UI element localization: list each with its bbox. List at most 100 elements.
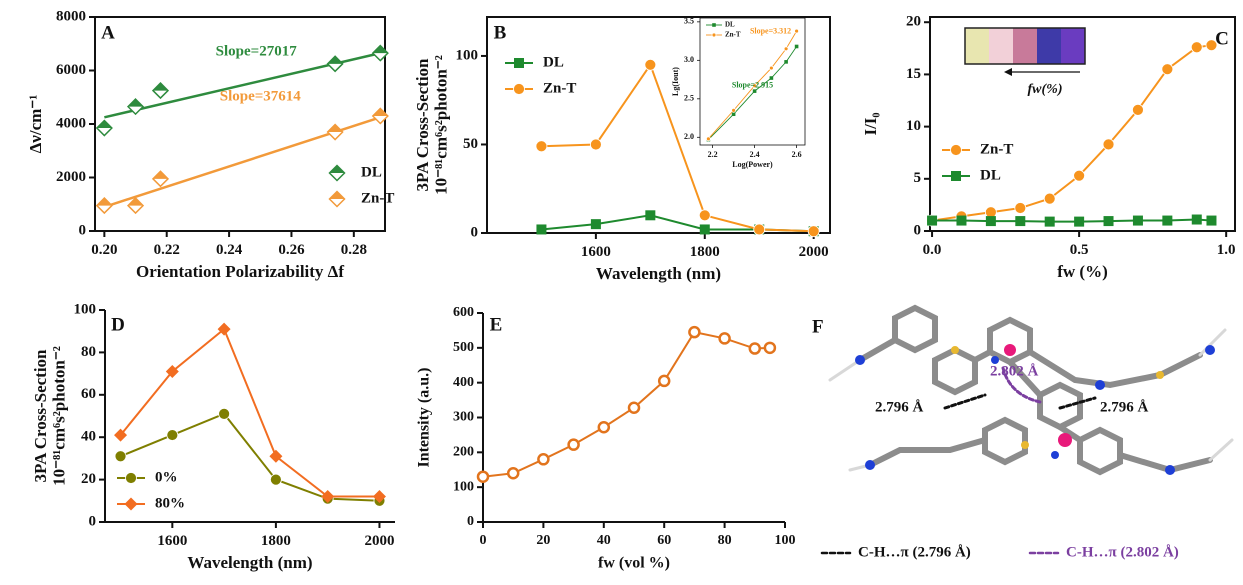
y-axis-title: Lg(Iout) xyxy=(671,67,680,96)
x-tick-label: 40 xyxy=(597,533,611,548)
legend-label: Zn-T xyxy=(725,31,741,39)
marker xyxy=(1044,216,1055,227)
panel: 1600 1800 2000 0 20 40 60 80 100 Wavelength (nm) 3… xyxy=(31,301,395,572)
marker xyxy=(783,46,789,52)
marker-fill xyxy=(128,99,144,107)
y-tick-label: 0 xyxy=(914,222,922,238)
x-axis-title: fw (%) xyxy=(1057,262,1108,281)
marker xyxy=(537,453,550,466)
y-tick-label: 6000 xyxy=(56,62,86,78)
distance-label: 2.802 Å xyxy=(990,363,1039,379)
marker-fill xyxy=(128,198,144,206)
marker-fill xyxy=(96,120,112,129)
x-axis-title: Wavelength (nm) xyxy=(187,553,312,572)
x-tick-label: 20 xyxy=(536,533,550,548)
marker xyxy=(151,82,170,100)
marker-fill xyxy=(327,124,343,133)
panel-label: F xyxy=(812,316,824,337)
y-tick-label: 40 xyxy=(81,429,96,445)
marker xyxy=(927,215,938,226)
distance-label: 2.796 Å xyxy=(875,399,924,415)
marker xyxy=(1190,41,1203,54)
y-tick-label: 15 xyxy=(906,66,921,82)
x-tick-label: 80 xyxy=(718,533,732,548)
x-tick-label: 0 xyxy=(480,533,487,548)
y-axis-title: 3PA Cross-Section xyxy=(31,349,50,483)
photo-caption: fw(%) xyxy=(1028,82,1063,97)
legend-label: Zn-T xyxy=(361,190,394,206)
x-tick-label: 2000 xyxy=(364,533,394,549)
marker xyxy=(1103,216,1114,227)
x-tick-label: 0.26 xyxy=(278,242,305,258)
panel-label: A xyxy=(101,22,115,43)
series-line xyxy=(119,327,380,498)
panel: 0.20 0.22 0.24 0.26 0.28 0 2000 4000 6000 8000 Ori… xyxy=(26,8,394,280)
marker xyxy=(1161,63,1174,76)
y-tick-label: 2.0 xyxy=(684,132,694,141)
panel: 1600 1800 2000 0 50 100 Wavelength (nm) 3PA Cro… xyxy=(413,16,831,283)
marker-fill xyxy=(152,171,168,179)
marker xyxy=(1132,215,1143,226)
marker xyxy=(706,136,711,142)
marker xyxy=(126,197,145,215)
y-axis-title: Δν/cm⁻¹ xyxy=(26,95,45,154)
marker xyxy=(567,438,580,451)
panel-label: B xyxy=(494,22,507,43)
marker xyxy=(535,140,548,153)
legend-marker xyxy=(712,23,716,27)
legend-label: DL xyxy=(543,54,564,70)
y-tick-label: 60 xyxy=(81,386,96,402)
legend-marker xyxy=(125,472,137,484)
marker xyxy=(731,107,736,113)
marker xyxy=(718,332,731,345)
marker-fill xyxy=(372,45,388,54)
y-tick-label: 400 xyxy=(453,375,474,390)
marker xyxy=(752,89,757,93)
x-tick-label: 60 xyxy=(657,533,671,548)
series-line xyxy=(708,30,797,140)
marker xyxy=(657,374,671,388)
legend-label: Zn-T xyxy=(980,141,1013,157)
x-tick-label: 1800 xyxy=(261,533,291,549)
panel: 0 20 40 60 80 100 0 100 200 300 400 500 600 fw (vol %… xyxy=(416,305,796,571)
marker xyxy=(269,449,283,463)
marker xyxy=(371,44,389,62)
marker xyxy=(165,364,179,378)
legend-label: C-H…π (2.796 Å) xyxy=(858,544,971,560)
marker xyxy=(748,342,762,355)
molecule xyxy=(820,304,1234,555)
x-tick-label: 0.24 xyxy=(216,242,243,258)
marker xyxy=(1043,192,1056,205)
marker xyxy=(1015,216,1026,227)
marker xyxy=(166,429,179,441)
y-axis-title: 3PA Cross-Section xyxy=(413,58,432,192)
y-tick-label: 100 xyxy=(74,301,97,317)
panel-label: E xyxy=(490,314,503,335)
series-line xyxy=(120,412,380,502)
legend-marker xyxy=(514,58,524,68)
y-tick-label: 2.5 xyxy=(684,94,694,103)
marker xyxy=(95,197,113,215)
y-tick-label: 2000 xyxy=(56,169,86,185)
marker xyxy=(1073,169,1086,182)
y-tick-label: 50 xyxy=(463,136,478,152)
marker xyxy=(590,219,601,230)
y-tick-label: 0 xyxy=(467,514,474,529)
marker-fill xyxy=(329,165,345,173)
marker xyxy=(769,65,774,71)
marker xyxy=(114,428,128,442)
marker xyxy=(151,170,170,188)
x-tick-label: 0.22 xyxy=(154,242,180,258)
y-axis-title: I/I₀ xyxy=(861,112,880,135)
marker-fill xyxy=(327,56,343,64)
marker xyxy=(326,123,344,141)
y-tick-label: 8000 xyxy=(56,8,86,24)
marker xyxy=(807,225,820,238)
marker xyxy=(763,341,777,355)
marker xyxy=(1074,216,1085,227)
marker xyxy=(536,224,547,235)
marker xyxy=(1102,138,1115,151)
legend-label: 0% xyxy=(155,469,178,485)
x-tick-label: 1600 xyxy=(157,533,187,549)
